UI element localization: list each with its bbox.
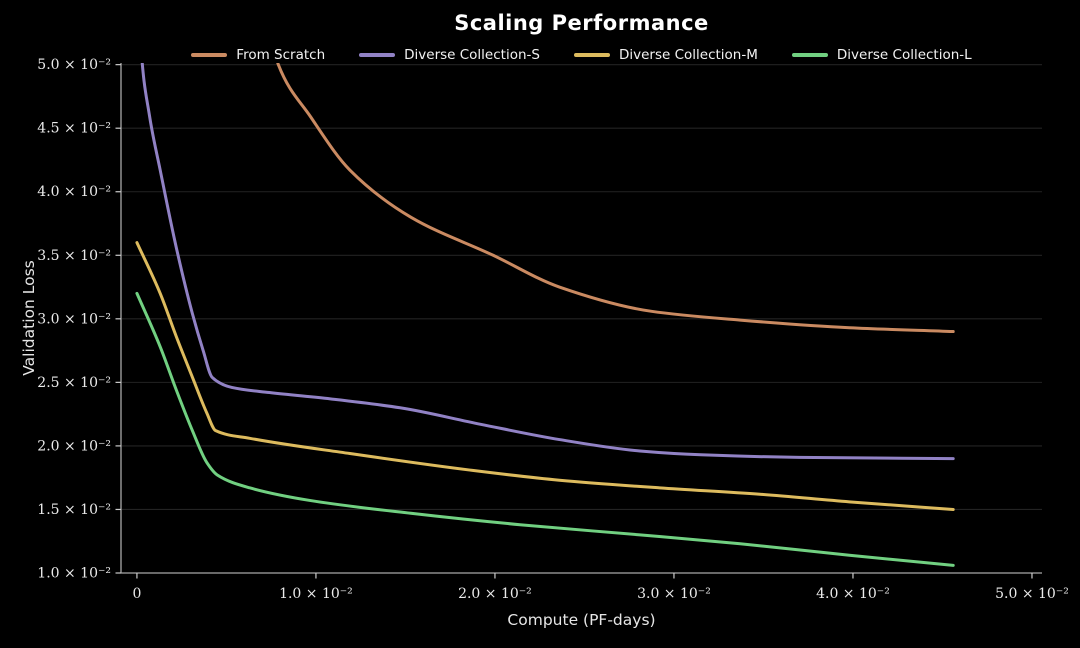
series-line-from-scratch: [276, 63, 955, 334]
x-tick-label: 2.0 × 10⁻²: [458, 586, 532, 602]
legend-label: From Scratch: [236, 47, 326, 63]
legend-item-diverse-collection-s: Diverse Collection-S: [359, 47, 540, 63]
y-tick-label: 2.0 × 10⁻²: [37, 438, 111, 454]
series-line-diverse-collection-l: [135, 291, 955, 567]
y-tick-label: 1.5 × 10⁻²: [37, 502, 111, 518]
x-tick-label: 5.0 × 10⁻²: [995, 586, 1069, 602]
legend: From Scratch Diverse Collection-S Divers…: [121, 45, 1042, 65]
x-axis-label: Compute (PF-days): [507, 611, 656, 629]
y-tick-label: 2.5 × 10⁻²: [37, 375, 111, 391]
legend-line-swatch: [573, 52, 610, 58]
legend-item-diverse-collection-l: Diverse Collection-L: [791, 47, 972, 63]
y-tick-label: 5.0 × 10⁻²: [37, 57, 111, 73]
legend-item-diverse-collection-m: Diverse Collection-M: [573, 47, 758, 63]
y-tick-label: 3.5 × 10⁻²: [37, 248, 111, 264]
legend-label: Diverse Collection-L: [836, 47, 972, 63]
legend-label: Diverse Collection-M: [618, 47, 758, 63]
legend-line-swatch: [791, 52, 828, 58]
x-tick-label: 1.0 × 10⁻²: [279, 586, 353, 602]
x-tick-label: 3.0 × 10⁻²: [637, 586, 711, 602]
legend-line-swatch: [191, 52, 228, 58]
series-line-diverse-collection-s: [140, 63, 955, 461]
y-tick-label: 4.0 × 10⁻²: [37, 184, 111, 200]
y-tick-label: 1.0 × 10⁻²: [37, 566, 111, 582]
legend-line-swatch: [359, 52, 396, 58]
y-tick-label: 3.0 × 10⁻²: [37, 311, 111, 327]
chart-title: Scaling Performance: [454, 11, 709, 35]
y-tick-label: 4.5 × 10⁻²: [37, 121, 111, 137]
x-tick-label: 0: [132, 586, 141, 602]
legend-label: Diverse Collection-S: [404, 47, 540, 63]
legend-item-from-scratch: From Scratch: [191, 47, 325, 63]
series-line-diverse-collection-m: [135, 241, 955, 511]
x-tick-label: 4.0 × 10⁻²: [816, 586, 890, 602]
